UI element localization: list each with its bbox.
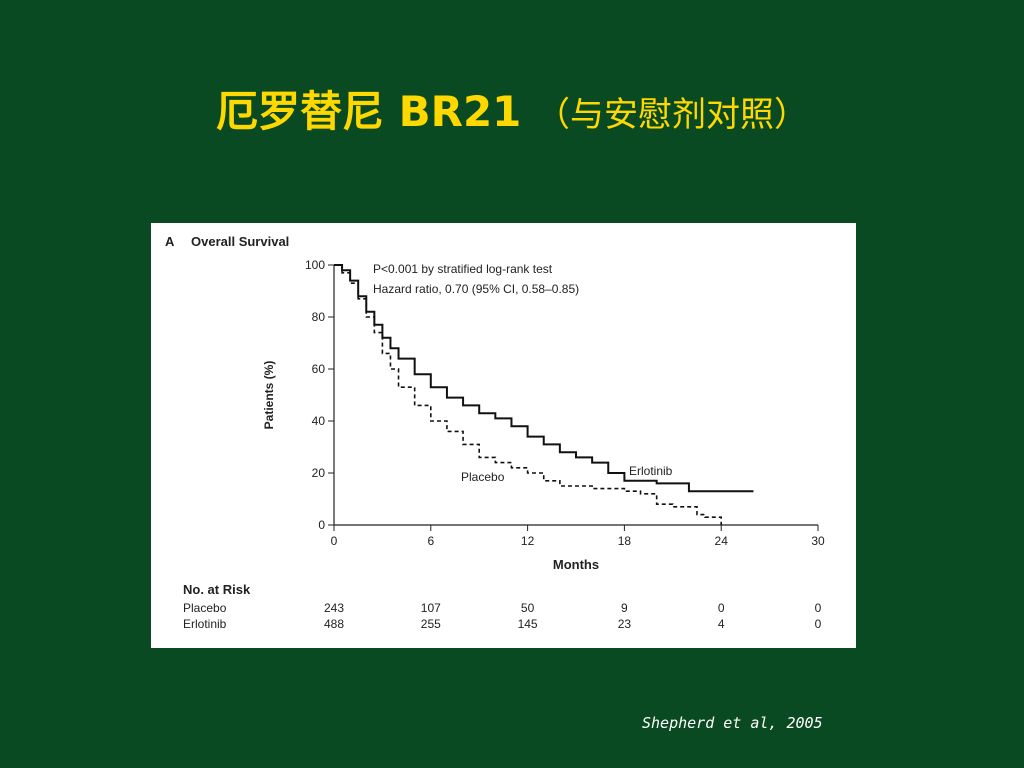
y-tick-label: 60: [312, 362, 326, 376]
km-chart: A Overall Survival P<0.001 by stratified…: [165, 234, 825, 631]
annotation-pvalue: P<0.001 by stratified log-rank test: [373, 262, 553, 276]
y-tick-label: 40: [312, 414, 326, 428]
series-line-erlotinib: [334, 264, 754, 493]
risk-value-placebo: 50: [521, 601, 535, 615]
risk-value-placebo: 9: [621, 601, 628, 615]
risk-value-erlotinib: 0: [815, 617, 822, 631]
x-tick-label: 24: [715, 534, 729, 548]
x-axis-label: Months: [553, 557, 599, 572]
y-tick-label: 0: [318, 518, 325, 532]
risk-value-erlotinib: 23: [618, 617, 632, 631]
risk-value-placebo: 0: [815, 601, 822, 615]
risk-row-label-erlotinib: Erlotinib: [183, 617, 227, 631]
risk-value-placebo: 243: [324, 601, 344, 615]
risk-value-erlotinib: 488: [324, 617, 344, 631]
y-tick-label: 20: [312, 466, 326, 480]
annotation-hazard-ratio: Hazard ratio, 0.70 (95% CI, 0.58–0.85): [373, 282, 579, 296]
survival-figure: A Overall Survival P<0.001 by stratified…: [151, 223, 856, 648]
risk-value-erlotinib: 255: [421, 617, 441, 631]
risk-value-placebo: 0: [718, 601, 725, 615]
risk-table-header: No. at Risk: [183, 582, 251, 597]
series-label-erlotinib: Erlotinib: [629, 464, 673, 478]
x-tick-label: 0: [331, 534, 338, 548]
risk-row-label-placebo: Placebo: [183, 601, 227, 615]
chart-title: Overall Survival: [191, 234, 289, 249]
risk-value-erlotinib: 4: [718, 617, 725, 631]
x-tick-label: 6: [427, 534, 434, 548]
y-axis-label: Patients (%): [262, 361, 276, 430]
risk-value-placebo: 107: [421, 601, 441, 615]
risk-value-erlotinib: 145: [518, 617, 538, 631]
title-main: 厄罗替尼 BR21: [215, 87, 537, 136]
x-tick-label: 12: [521, 534, 535, 548]
series-label-placebo: Placebo: [461, 470, 505, 484]
citation: Shepherd et al, 2005: [642, 714, 823, 732]
slide-title: 厄罗替尼 BR21 （与安慰剂对照）: [0, 78, 1024, 139]
x-tick-label: 18: [618, 534, 632, 548]
series-line-placebo: [334, 264, 722, 525]
x-tick-label: 30: [811, 534, 825, 548]
panel-label: A: [165, 234, 175, 249]
y-tick-label: 80: [312, 310, 326, 324]
y-tick-label: 100: [305, 258, 325, 272]
title-sub: （与安慰剂对照）: [536, 95, 809, 135]
